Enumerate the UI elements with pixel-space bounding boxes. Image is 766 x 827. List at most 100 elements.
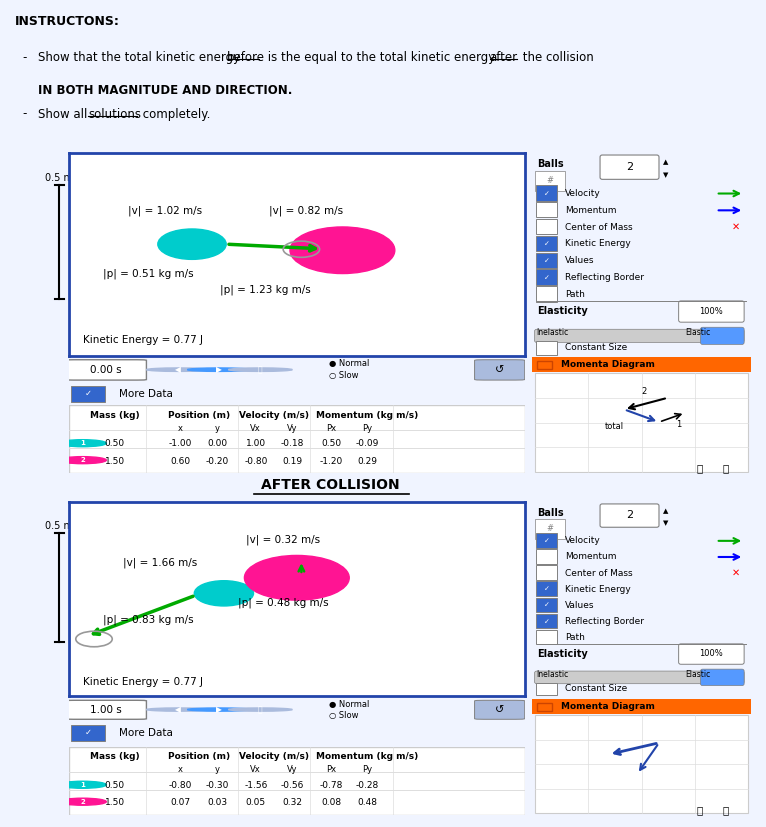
- Text: -1.56: -1.56: [244, 781, 267, 790]
- Text: |v| = 1.66 m/s: |v| = 1.66 m/s: [123, 557, 197, 568]
- Text: Momentum: Momentum: [565, 206, 617, 215]
- Text: ▲: ▲: [663, 508, 669, 514]
- Text: Constant Size: Constant Size: [565, 343, 627, 352]
- Text: 0.48: 0.48: [358, 798, 378, 807]
- Text: Momentum: Momentum: [565, 552, 617, 562]
- Text: Kinetic Energy: Kinetic Energy: [565, 585, 631, 594]
- Text: Elastic: Elastic: [685, 670, 710, 679]
- FancyBboxPatch shape: [535, 329, 744, 342]
- Text: Momenta Diagram: Momenta Diagram: [561, 361, 655, 370]
- Text: Momenta Diagram: Momenta Diagram: [561, 702, 655, 711]
- FancyBboxPatch shape: [535, 342, 558, 355]
- Text: #: #: [546, 524, 553, 533]
- FancyBboxPatch shape: [535, 614, 558, 629]
- Text: 0.07: 0.07: [171, 798, 191, 807]
- FancyBboxPatch shape: [535, 203, 558, 218]
- FancyBboxPatch shape: [475, 360, 525, 380]
- Text: 0.00: 0.00: [207, 439, 228, 448]
- Text: Elasticity: Elasticity: [537, 648, 588, 659]
- Text: 0.00 s: 0.00 s: [90, 365, 121, 375]
- Text: Kinetic Energy: Kinetic Energy: [565, 240, 631, 248]
- Text: ✓: ✓: [85, 729, 92, 737]
- FancyBboxPatch shape: [69, 405, 525, 473]
- Text: ✓: ✓: [544, 190, 549, 197]
- FancyBboxPatch shape: [535, 671, 744, 684]
- Text: ▶: ▶: [217, 705, 222, 714]
- Text: 0.29: 0.29: [358, 457, 378, 466]
- Text: ✓: ✓: [544, 241, 549, 247]
- Text: Balls: Balls: [537, 508, 563, 518]
- Circle shape: [244, 556, 349, 600]
- FancyBboxPatch shape: [71, 725, 106, 741]
- Text: Path: Path: [565, 290, 585, 299]
- Text: Reflecting Border: Reflecting Border: [565, 617, 644, 626]
- Text: -0.80: -0.80: [169, 781, 192, 790]
- Text: ▲: ▲: [663, 159, 669, 165]
- FancyBboxPatch shape: [535, 533, 558, 547]
- Text: ▶: ▶: [217, 366, 222, 374]
- Text: |v| = 0.82 m/s: |v| = 0.82 m/s: [269, 205, 343, 216]
- FancyBboxPatch shape: [535, 374, 748, 472]
- Text: |p| = 1.23 kg m/s: |p| = 1.23 kg m/s: [220, 284, 310, 295]
- Text: -: -: [23, 108, 27, 121]
- Circle shape: [59, 440, 106, 447]
- Text: 0.50: 0.50: [104, 781, 125, 790]
- Text: 1: 1: [80, 782, 85, 788]
- Text: ✕: ✕: [732, 568, 739, 578]
- Text: ✓: ✓: [544, 538, 549, 544]
- FancyBboxPatch shape: [535, 219, 558, 234]
- Text: Momentum (kg m/s): Momentum (kg m/s): [316, 753, 418, 761]
- Text: 0.5 m: 0.5 m: [45, 174, 74, 184]
- FancyBboxPatch shape: [679, 301, 744, 323]
- Text: 0.50: 0.50: [104, 439, 125, 448]
- Text: 2: 2: [626, 161, 633, 171]
- Text: 2: 2: [642, 387, 647, 396]
- FancyBboxPatch shape: [71, 386, 106, 402]
- FancyBboxPatch shape: [535, 715, 748, 814]
- Text: ○ Slow: ○ Slow: [329, 371, 358, 380]
- Circle shape: [188, 368, 251, 371]
- FancyBboxPatch shape: [600, 504, 659, 528]
- Text: 100%: 100%: [699, 649, 723, 658]
- Text: 2: 2: [626, 510, 633, 520]
- Text: solutions: solutions: [88, 108, 141, 121]
- FancyBboxPatch shape: [535, 683, 558, 696]
- Text: -1.20: -1.20: [319, 457, 342, 466]
- Text: Px: Px: [326, 423, 336, 433]
- FancyBboxPatch shape: [475, 700, 525, 719]
- Text: -1.00: -1.00: [169, 439, 192, 448]
- FancyBboxPatch shape: [679, 644, 744, 664]
- Text: 1.00 s: 1.00 s: [90, 705, 121, 715]
- Text: Inelastic: Inelastic: [537, 670, 569, 679]
- Text: IN BOTH MAGNITUDE AND DIRECTION.: IN BOTH MAGNITUDE AND DIRECTION.: [38, 84, 292, 97]
- Text: |v| = 0.32 m/s: |v| = 0.32 m/s: [246, 534, 320, 545]
- Text: ◀: ◀: [175, 705, 182, 714]
- Text: ↺: ↺: [495, 705, 504, 715]
- Text: 0.50: 0.50: [321, 439, 341, 448]
- Text: Kinetic Energy = 0.77 J: Kinetic Energy = 0.77 J: [83, 336, 203, 346]
- Circle shape: [158, 229, 226, 260]
- Text: ⏩: ⏩: [258, 705, 263, 714]
- Text: -0.18: -0.18: [280, 439, 304, 448]
- Text: 0.19: 0.19: [282, 457, 303, 466]
- Text: Inelastic: Inelastic: [537, 328, 569, 337]
- Text: More Data: More Data: [119, 728, 173, 738]
- Text: INSTRUCTONS:: INSTRUCTONS:: [15, 15, 120, 28]
- Text: ↺: ↺: [495, 365, 504, 375]
- Circle shape: [59, 798, 106, 805]
- Bar: [537, 703, 552, 711]
- Text: is the equal to the total kinetic energy: is the equal to the total kinetic energy: [264, 50, 499, 64]
- Text: Momentum (kg m/s): Momentum (kg m/s): [316, 411, 418, 419]
- Text: ✓: ✓: [544, 619, 549, 624]
- Text: ⏩: ⏩: [258, 366, 263, 374]
- Text: Mass (kg): Mass (kg): [90, 753, 139, 761]
- FancyBboxPatch shape: [69, 747, 525, 815]
- FancyBboxPatch shape: [535, 630, 558, 644]
- Text: 1: 1: [80, 440, 85, 447]
- Text: Velocity: Velocity: [565, 537, 601, 545]
- Circle shape: [59, 457, 106, 464]
- Text: ● Normal: ● Normal: [329, 360, 369, 369]
- Text: ▼: ▼: [663, 520, 669, 527]
- FancyBboxPatch shape: [535, 171, 565, 192]
- Text: Balls: Balls: [537, 159, 563, 169]
